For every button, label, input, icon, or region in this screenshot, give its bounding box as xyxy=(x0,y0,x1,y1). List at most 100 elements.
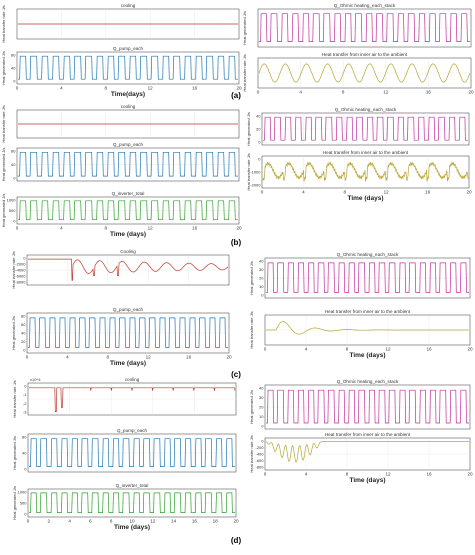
subplot-b-pump: Q_pump_each Heat generated J/s 80 40 0 xyxy=(1,142,240,181)
y-tick-label: 30 xyxy=(259,395,264,400)
subplot-title: Heat transfer from inner air to the ambi… xyxy=(322,52,408,57)
y-tick-label: 80 xyxy=(11,53,16,58)
x-tick-label: 12 xyxy=(384,190,390,195)
x-tick-label: 12 xyxy=(146,355,152,360)
series-line xyxy=(29,438,235,467)
subplot-title: Q_Ohmic heating_each_stack xyxy=(337,252,399,257)
x-tick-label: 8 xyxy=(346,347,349,352)
subplot-title: cooling xyxy=(121,104,136,109)
series-line xyxy=(265,441,469,463)
subplot-b-ohmic: Q_Ohmic heating_each_stack Heat generated… xyxy=(246,107,470,146)
y-tick-label: 0 xyxy=(24,384,27,389)
x-tick-label: 4 xyxy=(60,226,63,231)
y-tick-label: 0 xyxy=(13,176,16,181)
subplot-c-pump: Q_pump_each Heat generated J/s 80 60 40 20 00 4… xyxy=(11,307,232,367)
subplot-title: Q_pump_each xyxy=(113,46,144,51)
panel-label: (d) xyxy=(231,536,242,545)
y-axis-label: Heat transfer rate J/s xyxy=(249,311,254,348)
x-tick-label: 8 xyxy=(107,355,110,360)
y-tick-label: -800 xyxy=(255,465,264,470)
series-line xyxy=(28,258,229,281)
x-tick-label: 10 xyxy=(129,519,135,524)
x-tick-label: 16 xyxy=(426,90,432,95)
series-line xyxy=(18,55,238,80)
subplot-title: Q_Ohmic heating_each_stack xyxy=(337,379,399,384)
series-line xyxy=(29,492,235,513)
y-tick-label: 0 xyxy=(13,219,16,224)
subplot-title: Heat transfer from inner air to the ambi… xyxy=(325,432,411,437)
y-tick-label: 0 xyxy=(258,140,261,145)
y-tick-label: 20 xyxy=(259,405,264,410)
y-tick-label: -400 xyxy=(255,452,264,457)
x-tick-label: 8 xyxy=(346,472,349,477)
subplot-title: Heat transfer from inner air to the ambi… xyxy=(323,150,409,155)
y-axis-label: Heat generated J/s xyxy=(249,390,254,424)
y-axis-label: Heat transfer rate J/s xyxy=(242,54,247,91)
x-tick-label: 16 xyxy=(192,86,198,91)
subplot-b-cooling: cooling Heat transfer rate J/s xyxy=(1,104,240,143)
x-tick-label: 4 xyxy=(60,86,63,91)
x-tick-label: 2 xyxy=(48,519,51,524)
subplot-title: Q_Ohmic heating_each_stack xyxy=(335,107,397,112)
subplot-b-inverter: Q_inverter_total Heat generated J/s 1000 50… xyxy=(1,191,242,238)
x-tick-label: 18 xyxy=(213,519,219,524)
subplot-a-cooling: cooling Heat transfer rate J/s xyxy=(1,3,240,43)
x-tick-label: 8 xyxy=(110,519,113,524)
series-line xyxy=(258,63,471,83)
y-exponent-label: x10^4 xyxy=(30,377,41,382)
subplot-c-ohmic: Q_Ohmic heating_each_stack Heat generated… xyxy=(249,252,471,299)
y-tick-label: -2000 xyxy=(15,262,26,267)
y-tick-label: 40 xyxy=(11,162,16,167)
x-tick-label: 16 xyxy=(426,347,432,352)
y-axis-label: Heat transfer rate J/s xyxy=(1,105,6,142)
series-line xyxy=(262,161,469,182)
subplot-title: Q_pump_each xyxy=(117,428,148,433)
y-tick-label: 40 xyxy=(256,114,261,119)
y-tick-label: 0 xyxy=(261,424,264,429)
x-tick-label: 4 xyxy=(68,519,71,524)
x-tick-label: 20 xyxy=(467,347,473,352)
y-tick-label: -8000 xyxy=(15,280,26,285)
y-tick-label: 1000 xyxy=(18,490,28,495)
panel-label: (a) xyxy=(231,91,241,100)
x-tick-label: 16 xyxy=(192,519,198,524)
x-tick-label: 12 xyxy=(150,519,156,524)
subplot-a-ohmic: Q_Ohmic heating_each_stack Heat generated… xyxy=(242,3,472,48)
subplot-a-pump: Q_pump_each Heat generated J/s 80 40 00 4 8 12 1… xyxy=(1,46,242,98)
y-axis-label: Heat generated J/s xyxy=(12,486,17,520)
y-tick-label: 0 xyxy=(261,293,264,298)
x-tick-label: 16 xyxy=(425,190,431,195)
x-tick-label: 16 xyxy=(192,226,198,231)
x-tick-label: 4 xyxy=(66,355,69,360)
y-axis-label: Heat generated J/s xyxy=(1,194,6,228)
y-tick-label: -2 xyxy=(23,401,27,406)
x-tick-label: 12 xyxy=(385,472,391,477)
y-tick-label: -200 xyxy=(255,445,264,450)
x-tick-label: 4 xyxy=(302,190,305,195)
y-tick-label: 80 xyxy=(22,435,27,440)
x-tick-label: 20 xyxy=(467,472,473,477)
x-tick-label: 12 xyxy=(385,347,391,352)
x-axis-label: Time (days) xyxy=(349,352,385,359)
y-axis-label: Heat transfer rate J/s xyxy=(1,5,6,42)
x-tick-label: 0 xyxy=(16,86,19,91)
x-tick-label: 16 xyxy=(186,355,192,360)
y-tick-label: 10 xyxy=(259,414,264,419)
y-tick-label: 20 xyxy=(259,276,264,281)
y-tick-label: 30 xyxy=(259,267,264,272)
y-tick-label: 10 xyxy=(259,284,264,289)
subplot-title: Heat transfer from inner air to the ambi… xyxy=(325,309,411,314)
series-line xyxy=(266,389,469,424)
x-tick-label: 20 xyxy=(236,86,242,91)
y-tick-label: 80 xyxy=(21,314,26,319)
subplot-b-ambient: Heat transfer from inner air to the ambi… xyxy=(246,150,472,202)
subplot-d-ambient: Heat transfer from inner air to the ambi… xyxy=(249,432,473,484)
y-tick-label: 0 xyxy=(24,512,27,517)
y-axis-label: Heat generated J/s xyxy=(249,261,254,295)
x-tick-label: 0 xyxy=(264,472,267,477)
y-axis-label: Heat generated J/s xyxy=(11,316,16,350)
subplot-title: Q_inverter_total xyxy=(116,483,149,488)
y-tick-label: 40 xyxy=(21,331,26,336)
y-axis-label: Heat transfer rate J/s xyxy=(11,251,16,288)
subplot-c-ambient: Heat transfer from inner air to the ambi… xyxy=(249,309,473,359)
